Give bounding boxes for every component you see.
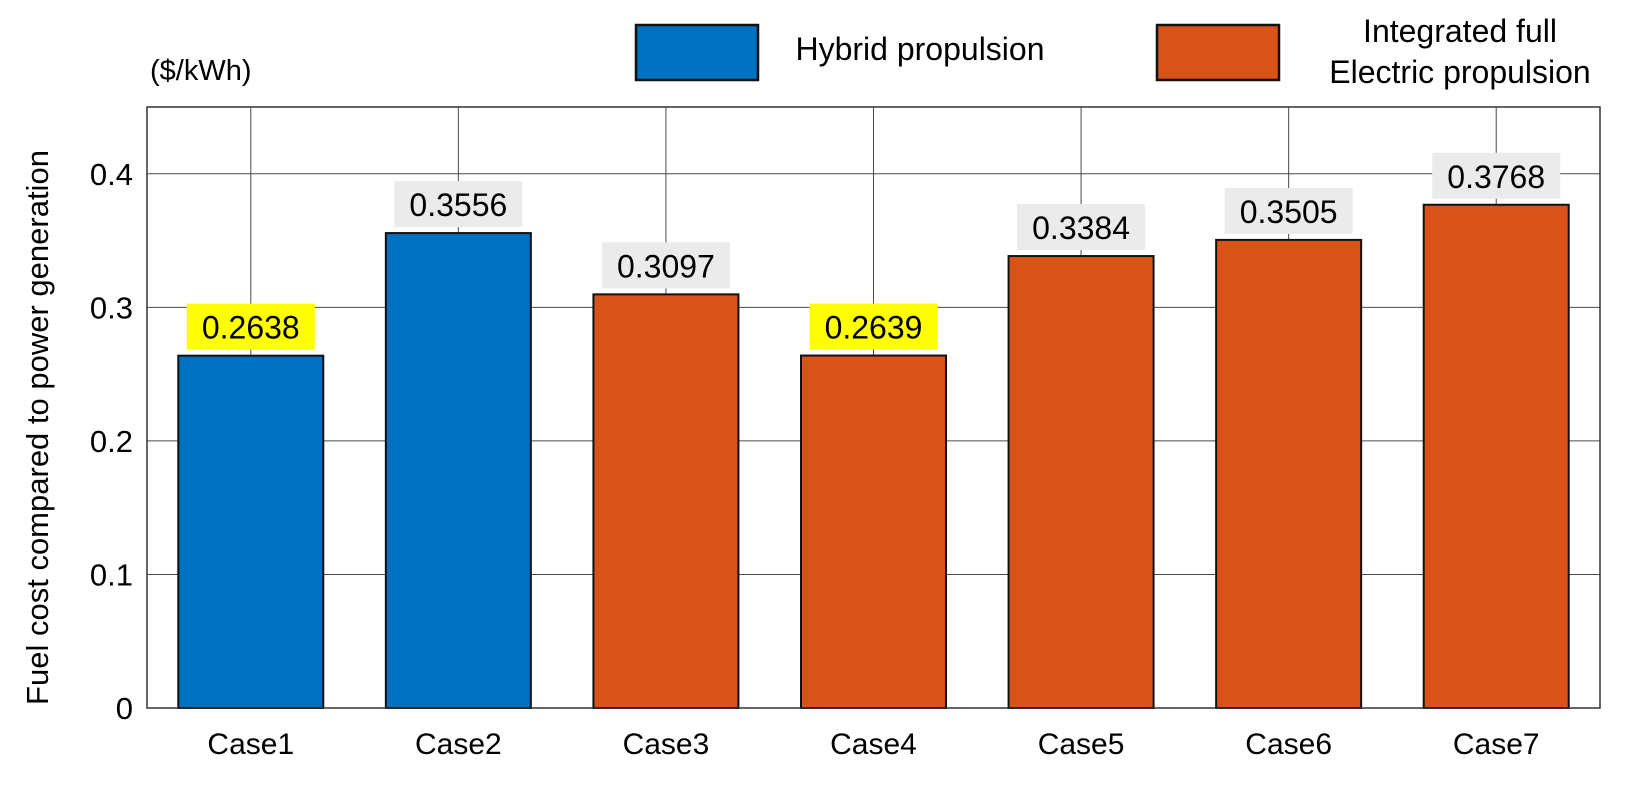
- x-tick-label: Case1: [207, 728, 294, 761]
- legend-label: Electric propulsion: [1329, 54, 1590, 90]
- value-label: 0.3768: [1447, 159, 1545, 195]
- bar: [1215, 238, 1363, 709]
- y-axis-title: Fuel cost compared to power generation: [20, 150, 55, 705]
- y-tick-label: 0: [116, 691, 133, 726]
- legend-swatch: [634, 23, 760, 82]
- x-tick-label: Case7: [1453, 728, 1540, 761]
- value-label: 0.2638: [202, 310, 300, 346]
- value-label: 0.2639: [825, 310, 923, 346]
- x-tick-label: Case2: [415, 728, 502, 761]
- value-label-background: [1432, 152, 1561, 199]
- bar: [1007, 255, 1155, 709]
- bars-layer: [177, 203, 1570, 709]
- y-tick-label: 0.2: [90, 424, 133, 459]
- x-tick-label: Case5: [1038, 728, 1125, 761]
- x-tick-label: Case4: [830, 728, 917, 761]
- x-tick-label: Case6: [1245, 728, 1332, 761]
- legend: Hybrid propulsion Integrated full Electric…: [634, 13, 1591, 90]
- y-tick-label: 0.1: [90, 557, 133, 592]
- x-tick-labels: Case1 Case2 Case3 Case4 Case5 Case6 Case7: [207, 728, 1539, 761]
- unit-label: ($/kWh): [150, 55, 252, 87]
- value-label-highlight: [186, 303, 315, 350]
- legend-label: Integrated full: [1363, 13, 1557, 49]
- legend-label: Hybrid propulsion: [795, 31, 1044, 67]
- bar: [800, 354, 947, 709]
- value-label: 0.3097: [617, 248, 715, 284]
- bar: [384, 232, 532, 709]
- y-tick-labels: 0 0.1 0.2 0.3 0.4: [90, 157, 133, 726]
- value-label-background: [601, 242, 730, 289]
- value-label-highlight: [809, 303, 938, 350]
- value-label-background: [1224, 187, 1353, 234]
- bar: [592, 293, 740, 709]
- value-label: 0.3384: [1032, 210, 1130, 246]
- value-labels-layer: 0.2638 0.3556 0.3097 0.2639 0.3384 0.3505 0.37…: [186, 152, 1561, 350]
- plot-frame: [146, 106, 1601, 709]
- legend-swatch: [1155, 23, 1281, 82]
- bar: [177, 354, 325, 709]
- value-label: 0.3505: [1240, 194, 1338, 230]
- value-label-background: [1017, 204, 1146, 251]
- y-tick-label: 0.4: [90, 157, 133, 192]
- bar: [1422, 203, 1570, 709]
- value-label-background: [394, 181, 523, 228]
- value-label: 0.3556: [409, 187, 507, 223]
- y-tick-label: 0.3: [90, 290, 133, 325]
- x-tick-label: Case3: [623, 728, 710, 761]
